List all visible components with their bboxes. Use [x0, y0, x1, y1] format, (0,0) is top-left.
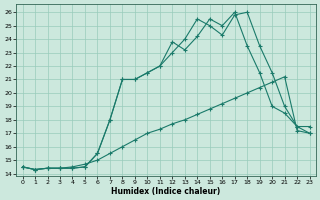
X-axis label: Humidex (Indice chaleur): Humidex (Indice chaleur)	[111, 187, 221, 196]
